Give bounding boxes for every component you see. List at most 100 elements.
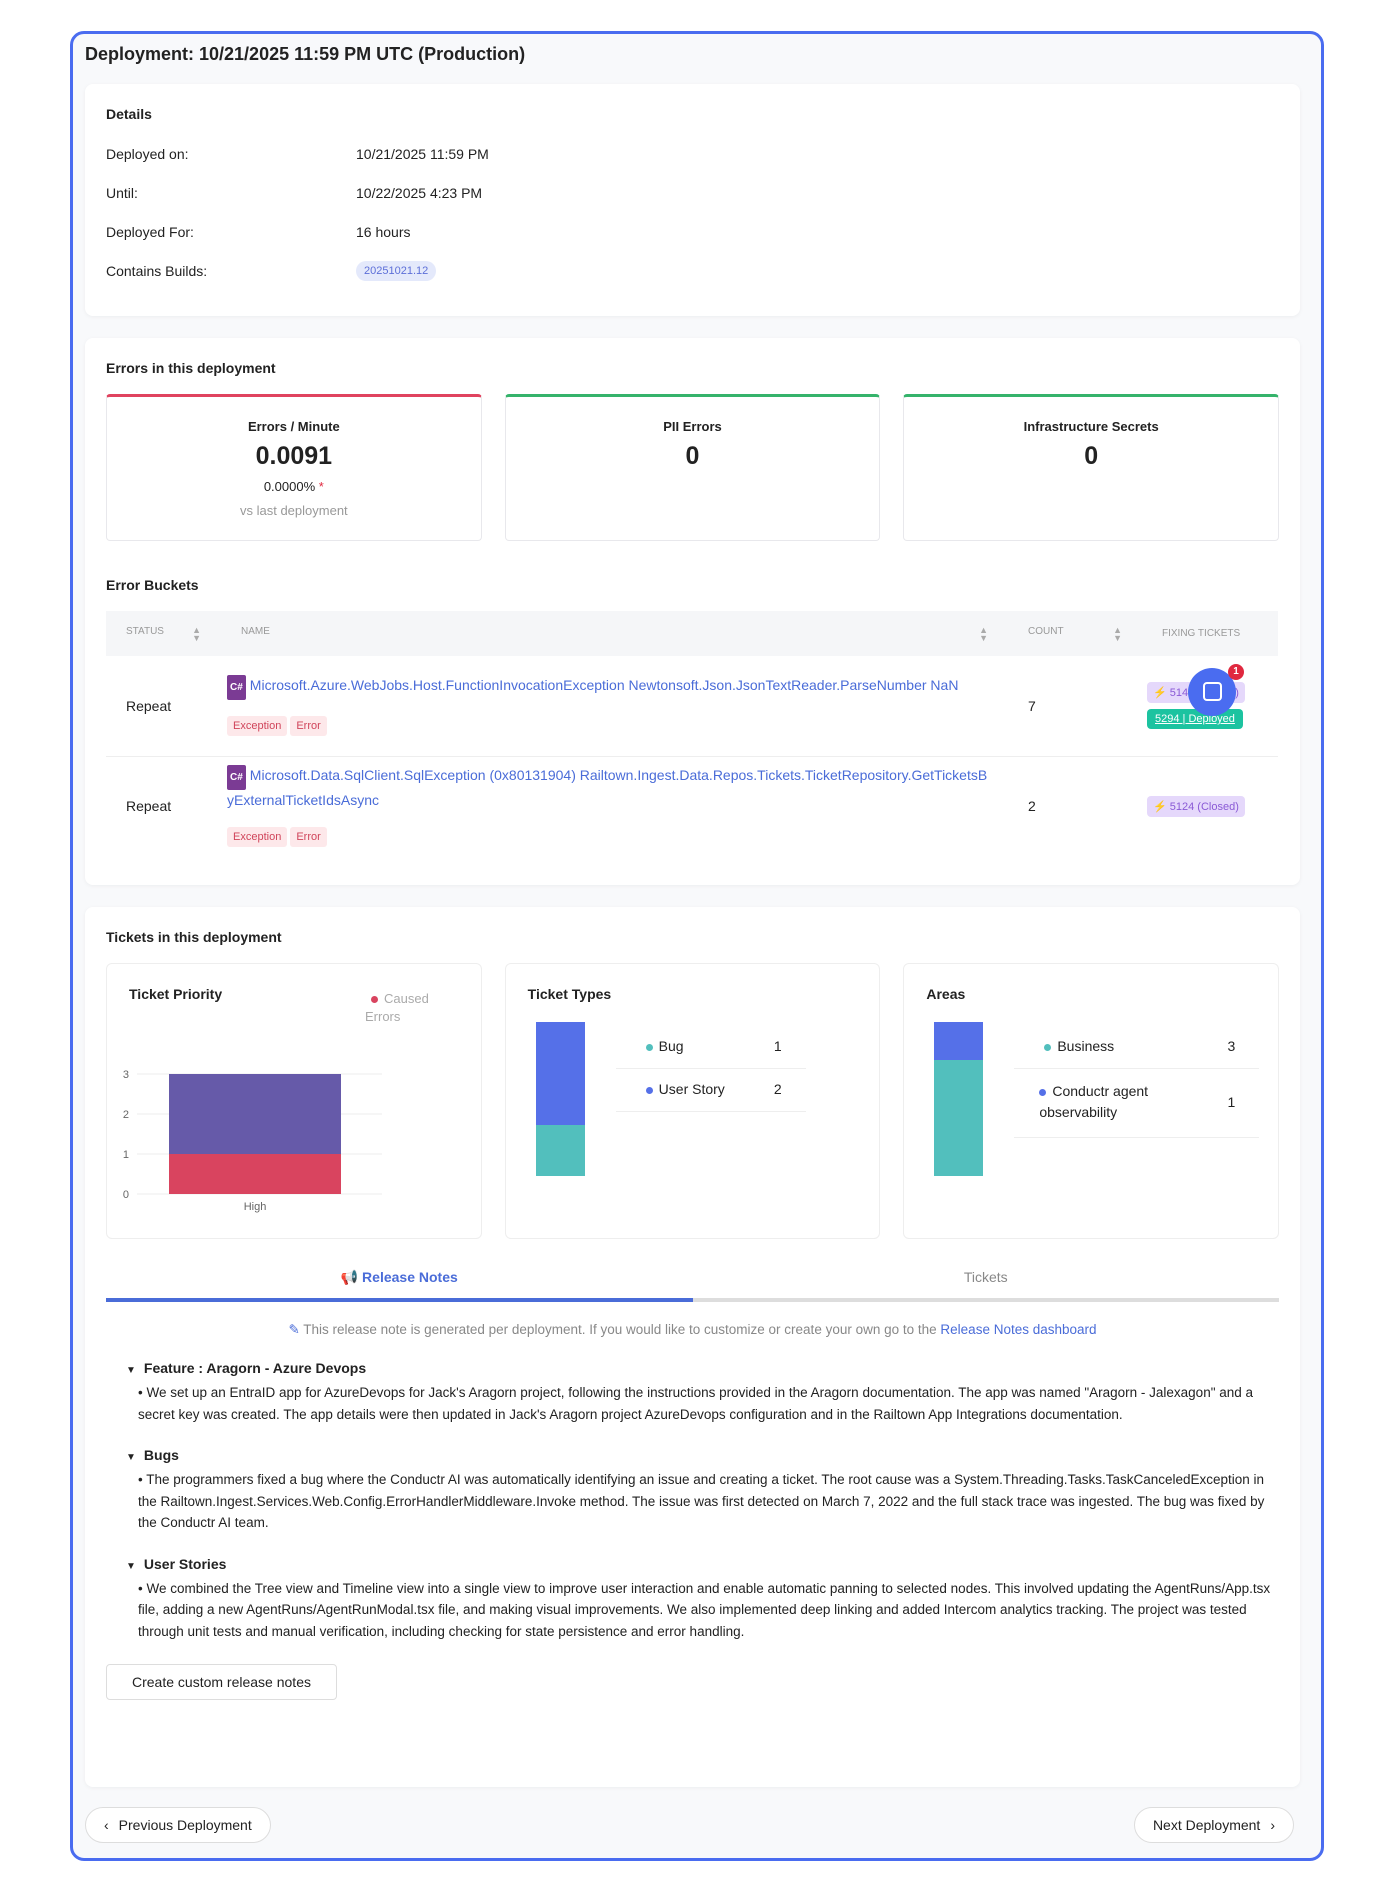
stat-label: Errors / Minute	[247, 419, 340, 434]
megaphone-icon: 📢	[340, 1269, 359, 1285]
legend-item: Conductr agent observability 1	[1014, 1069, 1260, 1138]
x-tick-label: High	[244, 1201, 267, 1213]
chart-title: Areas	[926, 986, 966, 1002]
sort-icon: ▲ ▼	[192, 624, 201, 643]
build-chip[interactable]: 20251021.12	[356, 260, 437, 281]
chevron-left-icon: ‹	[104, 1817, 109, 1833]
count-cell: 7	[1008, 656, 1142, 757]
legend-item: Bug 1	[615, 1026, 806, 1069]
tabs: 📢 Release Notes Tickets	[106, 1269, 1279, 1302]
tag: Exception	[227, 716, 288, 737]
release-section: ▼ Bugs • The programmers fixed a bug where…	[106, 1447, 1279, 1534]
y-tick-label: 1	[123, 1149, 129, 1161]
error-name-link[interactable]: Microsoft.Azure.WebJobs.Host.FunctionInv…	[249, 677, 959, 694]
tab-release-notes[interactable]: 📢 Release Notes	[106, 1269, 693, 1302]
error-name-link[interactable]: Microsoft.Data.SqlClient.SqlException (0…	[227, 767, 988, 809]
y-tick-label: 0	[123, 1189, 129, 1201]
create-custom-release-notes-button[interactable]: Create custom release notes	[106, 1664, 337, 1700]
table-row: Repeat C# Microsoft.Data.SqlClient.SqlExc…	[106, 756, 1278, 856]
detail-value: 16 hours	[356, 223, 411, 240]
stat-sub: vs last deployment	[240, 503, 348, 518]
details-heading: Details	[106, 106, 152, 122]
chevron-right-icon: ›	[1270, 1817, 1275, 1833]
sort-icon: ▲ ▼	[1113, 624, 1122, 643]
types-stacked-bar	[535, 1022, 585, 1176]
stat-value: 0	[685, 442, 700, 470]
section-text: • The programmers fixed a bug where the …	[138, 1472, 1265, 1530]
release-note-info: ✎ This release note is generated per dep…	[288, 1322, 1097, 1337]
table-row: Repeat C# Microsoft.Azure.WebJobs.Host.Fu…	[106, 656, 1278, 757]
stat-pii-errors: PII Errors 0	[504, 394, 881, 541]
ticket-priority-chart: Ticket Priority Caused Errors 0 1 2 3 High	[106, 963, 482, 1239]
detail-label: Until:	[106, 184, 138, 201]
bar-segment	[169, 1074, 341, 1154]
details-card: Details Deployed on: 10/21/2025 11:59 PM …	[85, 84, 1300, 316]
magic-wand-icon: ✎	[288, 1322, 300, 1337]
col-fixing-tickets: Fixing Tickets	[1142, 611, 1278, 656]
page-title: Deployment: 10/21/2025 11:59 PM UTC (Pro…	[85, 44, 526, 64]
buckets-heading: Error Buckets	[106, 577, 199, 593]
bar-segment-user-story	[535, 1022, 585, 1125]
tickets-card: Tickets in this deployment Ticket Priori…	[85, 907, 1300, 1787]
chart-title: Ticket Priority	[129, 986, 223, 1002]
detail-row: Until: 10/22/2025 4:23 PM	[106, 173, 1279, 212]
detail-row: Contains Builds: 20251021.12	[106, 251, 1279, 290]
areas-stacked-bar	[934, 1022, 984, 1176]
y-tick-label: 3	[123, 1069, 129, 1081]
bar-segment-business	[934, 1060, 984, 1176]
tab-tickets[interactable]: Tickets	[692, 1269, 1279, 1302]
detail-value: 10/21/2025 11:59 PM	[356, 145, 489, 162]
chat-icon	[1203, 682, 1222, 701]
section-toggle[interactable]: ▼ Bugs	[126, 1447, 179, 1463]
ticket-badge[interactable]: ⚡ 5124 (Closed)	[1147, 795, 1245, 817]
col-name[interactable]: Name ▲ ▼	[221, 611, 1008, 656]
csharp-icon: C#	[227, 765, 246, 791]
previous-deployment-button[interactable]: ‹ Previous Deployment	[85, 1807, 271, 1843]
asterisk: *	[318, 479, 324, 494]
y-tick-label: 2	[123, 1109, 129, 1121]
tag: Error	[290, 716, 327, 737]
deployment-panel: Deployment: 10/21/2025 11:59 PM UTC (Pro…	[70, 31, 1324, 1861]
stat-infrastructure-secrets: Infrastructure Secrets 0	[903, 394, 1280, 541]
section-text: • We combined the Tree view and Timeline…	[138, 1580, 1271, 1639]
detail-value: 10/22/2025 4:23 PM	[356, 184, 483, 201]
csharp-icon: C#	[227, 675, 246, 701]
errors-heading: Errors in this deployment	[106, 360, 276, 376]
stat-change: 0.0000%	[263, 479, 316, 494]
next-deployment-button[interactable]: Next Deployment ›	[1133, 1807, 1294, 1843]
chat-launcher-button[interactable]	[1188, 668, 1236, 716]
release-section: ▼ User Stories • We combined the Tree view…	[106, 1556, 1279, 1643]
col-status[interactable]: Status ▲ ▼	[106, 611, 221, 656]
detail-row: Deployed on: 10/21/2025 11:59 PM	[106, 134, 1279, 173]
release-notes-dashboard-link[interactable]: Release Notes dashboard	[940, 1322, 1097, 1337]
section-toggle[interactable]: ▼ User Stories	[126, 1555, 227, 1572]
ticket-deployed-badge[interactable]: 5294 | Deployed	[1147, 709, 1243, 730]
stat-errors-per-minute: Errors / Minute 0.0091 0.0000% * vs last…	[106, 394, 482, 541]
chart-legend: Caused Errors	[365, 991, 429, 1024]
priority-bar-chart: 0 1 2 3 High	[123, 1069, 382, 1213]
detail-label: Deployed For:	[106, 223, 194, 240]
stat-label: PII Errors	[663, 419, 722, 434]
section-toggle[interactable]: ▼ Feature : Aragorn - Azure Devops	[126, 1360, 367, 1376]
bar-segment-bug	[535, 1125, 585, 1176]
notification-badge: 1	[1228, 664, 1244, 680]
errors-card: Errors in this deployment Errors / Minut…	[85, 338, 1300, 885]
types-legend: Bug 1 User Story 2	[615, 1026, 806, 1112]
sort-icon: ▲ ▼	[979, 624, 988, 643]
tag: Exception	[227, 827, 288, 848]
stat-value: 0	[1084, 442, 1099, 470]
legend-item: Business 3	[1014, 1026, 1260, 1069]
tickets-heading: Tickets in this deployment	[106, 929, 282, 945]
stat-label: Infrastructure Secrets	[1023, 419, 1159, 434]
col-count[interactable]: Count ▲ ▼	[1008, 611, 1142, 656]
legend-item: User Story 2	[615, 1069, 806, 1112]
section-text: • We set up an EntraID app for AzureDevo…	[138, 1385, 1254, 1422]
areas-legend: Business 3 Conductr agent observability 1	[1014, 1026, 1260, 1138]
count-cell: 2	[1028, 798, 1036, 815]
detail-label: Contains Builds:	[106, 262, 208, 279]
chart-title: Ticket Types	[527, 986, 612, 1002]
tag: Error	[290, 827, 327, 848]
release-section: ▼ Feature : Aragorn - Azure Devops • We se…	[106, 1360, 1279, 1425]
areas-chart: Areas Business 3 Conductr agent observabi…	[903, 963, 1280, 1239]
bar-segment-conductr	[934, 1022, 984, 1060]
